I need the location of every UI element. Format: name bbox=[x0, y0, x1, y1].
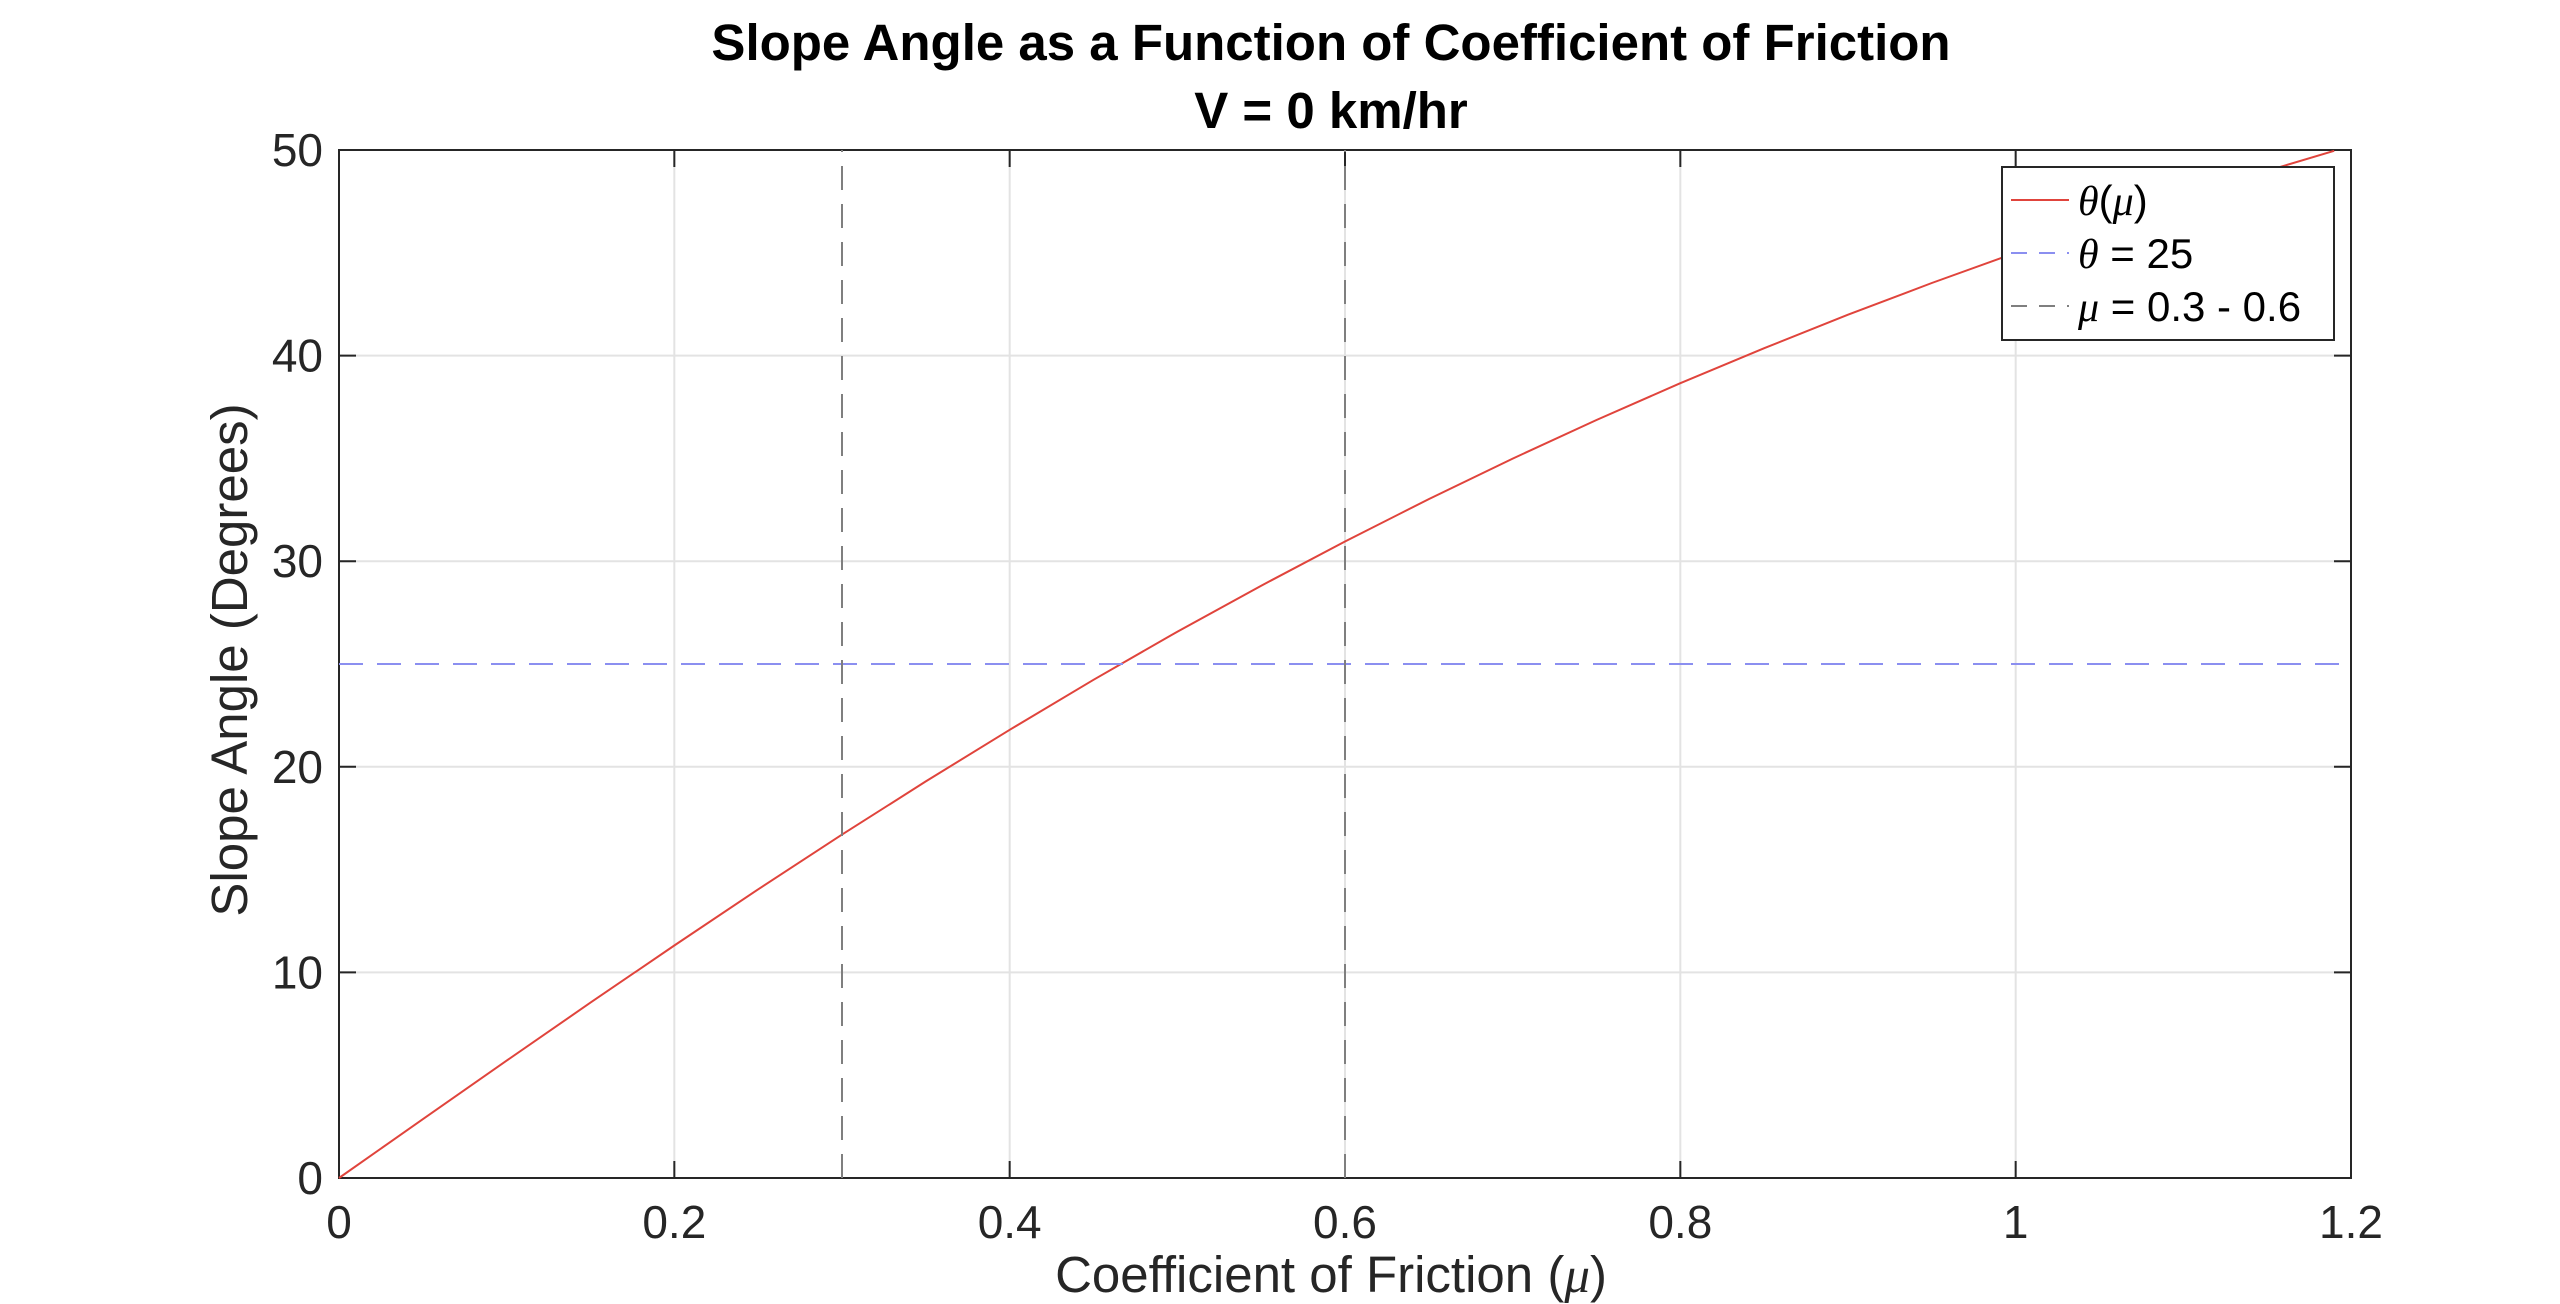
tick-labels: 0 0.2 0.4 0.6 0.8 1 1.2 0 10 20 30 40 50 bbox=[272, 124, 2383, 1248]
x-tick-label: 0.4 bbox=[978, 1196, 1042, 1248]
x-tick-label: 0.2 bbox=[642, 1196, 706, 1248]
legend: θ(μ) θ = 25 μ = 0.3 - 0.6 bbox=[2001, 166, 2335, 341]
y-tick-label: 10 bbox=[272, 946, 323, 998]
axis-ticks bbox=[338, 149, 2352, 1179]
legend-label: θ = 25 bbox=[2078, 230, 2193, 278]
x-axis-label: Coefficient of Friction (μ) bbox=[1055, 1246, 1607, 1304]
legend-label: μ = 0.3 - 0.6 bbox=[2077, 283, 2301, 331]
x-tick-label: 0.6 bbox=[1313, 1196, 1377, 1248]
x-tick-label: 1 bbox=[2003, 1196, 2029, 1248]
x-tick-label: 1.2 bbox=[2319, 1196, 2383, 1248]
y-tick-label: 30 bbox=[272, 535, 323, 587]
y-tick-label: 20 bbox=[272, 741, 323, 793]
y-axis-label: Slope Angle (Degrees) bbox=[201, 403, 258, 916]
y-tick-label: 0 bbox=[297, 1152, 323, 1204]
chart-subtitle: V = 0 km/hr bbox=[1194, 82, 1468, 139]
chart-title: Slope Angle as a Function of Coefficient… bbox=[711, 14, 1950, 71]
legend-label: θ(μ) bbox=[2078, 177, 2148, 225]
legend-box bbox=[2001, 166, 2335, 341]
x-tick-label: 0 bbox=[326, 1196, 352, 1248]
y-tick-label: 40 bbox=[272, 330, 323, 382]
x-tick-label: 0.8 bbox=[1648, 1196, 1712, 1248]
y-tick-label: 50 bbox=[272, 124, 323, 176]
